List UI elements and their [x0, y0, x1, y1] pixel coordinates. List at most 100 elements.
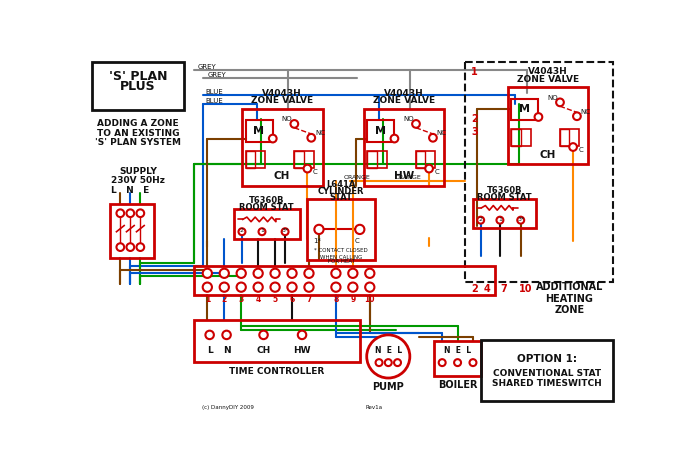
Circle shape — [308, 134, 315, 142]
Text: ROOM STAT: ROOM STAT — [477, 192, 532, 202]
Text: 'S' PLAN: 'S' PLAN — [109, 70, 167, 83]
Text: NC: NC — [437, 130, 447, 136]
Circle shape — [282, 228, 288, 235]
Circle shape — [237, 283, 246, 292]
Circle shape — [203, 269, 212, 278]
Bar — [246, 151, 255, 168]
Bar — [242, 109, 323, 185]
Circle shape — [203, 283, 212, 292]
Text: HW: HW — [293, 346, 310, 355]
Circle shape — [535, 113, 542, 121]
Bar — [246, 151, 265, 168]
Text: 3: 3 — [239, 295, 244, 304]
Text: GREY: GREY — [207, 72, 226, 78]
Circle shape — [573, 112, 581, 120]
Bar — [368, 151, 377, 168]
Text: SHARED TIMESWITCH: SHARED TIMESWITCH — [492, 379, 602, 388]
Text: HW: HW — [393, 171, 414, 181]
Circle shape — [253, 283, 263, 292]
Text: 2: 2 — [471, 114, 478, 124]
Circle shape — [366, 335, 410, 378]
Circle shape — [288, 283, 297, 292]
Text: NC: NC — [581, 109, 591, 115]
Text: 9: 9 — [351, 295, 355, 304]
Circle shape — [556, 98, 564, 106]
Text: FOR HEAT: FOR HEAT — [328, 259, 355, 264]
Text: TO AN EXISTING: TO AN EXISTING — [97, 129, 179, 138]
Circle shape — [394, 359, 401, 366]
Text: BLUE: BLUE — [206, 98, 224, 104]
Text: 3*: 3* — [282, 228, 288, 234]
Text: 4: 4 — [484, 284, 490, 294]
Text: ADDITIONAL
HEATING
ZONE: ADDITIONAL HEATING ZONE — [535, 282, 603, 315]
Text: 3*: 3* — [517, 217, 524, 222]
Text: T6360B: T6360B — [486, 186, 522, 196]
Text: BOILER: BOILER — [438, 380, 477, 390]
Text: ORANGE: ORANGE — [394, 176, 421, 180]
Bar — [560, 129, 569, 146]
Text: 1: 1 — [471, 66, 478, 77]
Text: 8: 8 — [333, 295, 339, 304]
Circle shape — [497, 217, 504, 224]
Text: V4043H: V4043H — [262, 88, 302, 98]
Bar — [511, 129, 531, 146]
Bar — [508, 87, 589, 164]
Text: L641A: L641A — [326, 180, 356, 189]
Text: NO: NO — [282, 117, 292, 122]
Text: WHEN CALLING: WHEN CALLING — [320, 255, 362, 260]
Text: BLUE: BLUE — [206, 88, 224, 95]
Bar — [246, 120, 273, 142]
Text: SUPPLY: SUPPLY — [119, 167, 157, 176]
Text: ZONE VALVE: ZONE VALVE — [373, 96, 435, 105]
Text: CH: CH — [257, 346, 270, 355]
Bar — [560, 129, 579, 146]
Circle shape — [126, 243, 134, 251]
Circle shape — [237, 269, 246, 278]
Text: Rev1a: Rev1a — [365, 405, 382, 410]
Text: C: C — [355, 238, 360, 244]
Text: 230V 50Hz: 230V 50Hz — [111, 176, 165, 185]
Circle shape — [206, 331, 214, 339]
Circle shape — [304, 165, 311, 172]
Bar — [416, 151, 435, 168]
Text: ADDING A ZONE: ADDING A ZONE — [97, 119, 179, 128]
Text: NO: NO — [403, 117, 413, 122]
Circle shape — [288, 269, 297, 278]
Text: PUMP: PUMP — [373, 382, 404, 392]
Circle shape — [290, 120, 298, 128]
Circle shape — [117, 209, 124, 217]
Circle shape — [137, 243, 144, 251]
Text: 1*: 1* — [313, 238, 321, 244]
Text: C: C — [578, 147, 583, 153]
Text: 1: 1 — [498, 217, 502, 222]
Text: CH: CH — [540, 150, 556, 160]
Bar — [511, 129, 521, 146]
Circle shape — [304, 283, 313, 292]
Text: V4043H: V4043H — [384, 88, 424, 98]
Circle shape — [270, 283, 279, 292]
Text: N  E  L: N E L — [444, 346, 471, 355]
Circle shape — [391, 135, 398, 142]
Text: 1: 1 — [205, 295, 210, 304]
Text: 7: 7 — [306, 295, 312, 304]
Bar — [295, 151, 313, 168]
Text: 10: 10 — [519, 284, 532, 294]
Text: CONVENTIONAL STAT: CONVENTIONAL STAT — [493, 369, 601, 378]
Circle shape — [259, 331, 268, 339]
Text: ZONE VALVE: ZONE VALVE — [517, 75, 579, 84]
Text: NC: NC — [315, 130, 325, 136]
Text: CH: CH — [274, 171, 290, 181]
Bar — [308, 198, 375, 260]
Circle shape — [253, 269, 263, 278]
Text: M: M — [375, 126, 386, 136]
Circle shape — [315, 225, 324, 234]
Text: 2: 2 — [221, 295, 227, 304]
Text: N: N — [223, 346, 230, 355]
Text: NO: NO — [547, 95, 558, 101]
Text: ROOM STAT: ROOM STAT — [239, 203, 294, 212]
Bar — [92, 62, 184, 110]
Text: * CONTACT CLOSED: * CONTACT CLOSED — [315, 249, 368, 254]
Text: L   N   E: L N E — [111, 186, 150, 195]
Text: (c) DannyDIY 2009: (c) DannyDIY 2009 — [202, 405, 254, 410]
Bar — [235, 209, 299, 240]
